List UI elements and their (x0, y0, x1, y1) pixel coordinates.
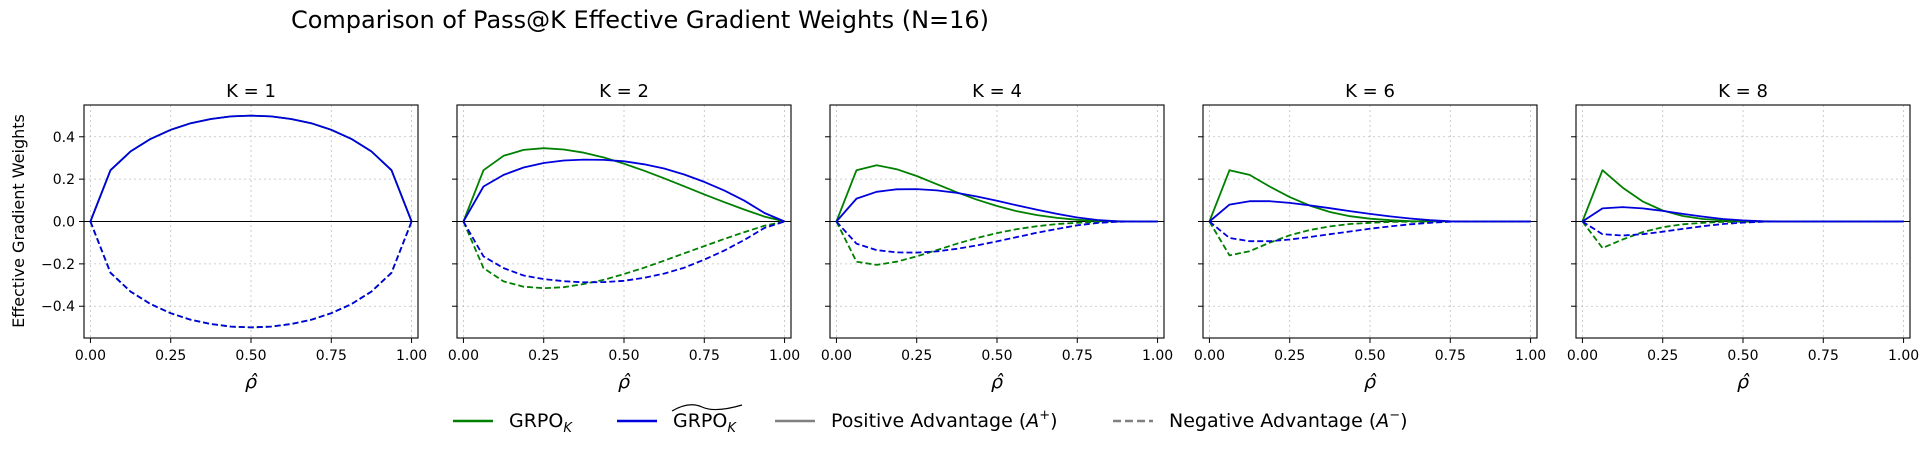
subplot-k1: 0.00 0.25 0.50 0.75 1.00 −0.4 −0.2 0.0 0.2 0.4 K =… (41, 81, 427, 393)
series-line (462, 158, 785, 223)
series-line (462, 220, 785, 284)
series-line (1581, 220, 1904, 237)
legend-entry-positive: Positive Advantage (A+) (775, 408, 1058, 432)
y-tick-label: −0.4 (41, 299, 75, 315)
legend-entry-negative: Negative Advantage (A−) (1113, 408, 1408, 432)
x-axis-label: ρ̂ (245, 371, 258, 393)
x-tick-label: 0.75 (1435, 348, 1466, 364)
series-line (835, 220, 1158, 266)
series-line (1208, 220, 1531, 243)
x-tick-label: 1.00 (1515, 348, 1546, 364)
subplot-k6: 0.00 0.25 0.50 0.75 1.00 K = 6 ρ̂ (1194, 81, 1546, 393)
series-line (835, 164, 1158, 223)
y-axis-label: Effective Gradient Weights (9, 114, 28, 328)
x-axis-label: ρ̂ (1737, 371, 1750, 393)
x-tick-label: 0.00 (75, 348, 106, 364)
x-tick-label: 1.00 (1888, 348, 1919, 364)
y-tick-label: −0.2 (41, 257, 75, 273)
series-line (462, 147, 785, 223)
x-tick-label: 1.00 (1142, 348, 1173, 364)
subplot-title: K = 4 (972, 81, 1022, 102)
x-tick-label: 0.50 (1354, 348, 1385, 364)
y-tick-label: 0.0 (53, 215, 75, 231)
x-tick-label: 0.25 (1274, 348, 1305, 364)
series-line (1581, 206, 1904, 223)
x-tick-label: 0.50 (608, 348, 639, 364)
subplot-title: K = 2 (599, 81, 649, 102)
x-tick-label: 0.25 (901, 348, 932, 364)
legend-label: Negative Advantage (A−) (1169, 408, 1408, 432)
x-axis-label: ρ̂ (991, 371, 1004, 393)
x-tick-label: 1.00 (396, 348, 427, 364)
x-axis-label: ρ̂ (618, 371, 631, 393)
figure-title: Comparison of Pass@K Effective Gradient … (291, 6, 989, 34)
x-tick-label: 0.00 (821, 348, 852, 364)
subplot-k2: 0.00 0.25 0.50 0.75 1.00 K = 2 ρ̂ (448, 81, 800, 393)
x-tick-label: 0.00 (1567, 348, 1598, 364)
series-line (835, 220, 1158, 254)
x-tick-label: 0.50 (981, 348, 1012, 364)
x-tick-label: 0.25 (528, 348, 559, 364)
series-line (89, 221, 413, 329)
x-tick-label: 0.00 (448, 348, 479, 364)
subplot-title: K = 6 (1345, 81, 1395, 102)
x-tick-label: 0.50 (235, 348, 266, 364)
x-tick-label: 0.00 (1194, 348, 1225, 364)
y-tick-label: 0.2 (53, 172, 75, 188)
subplots: 0.00 0.25 0.50 0.75 1.00 −0.4 −0.2 0.0 0.2 0.4 K =… (41, 81, 1919, 393)
series-line (835, 188, 1158, 223)
tilde-mark (671, 404, 743, 412)
x-axis-label: ρ̂ (1364, 371, 1377, 393)
subplot-title: K = 8 (1718, 81, 1768, 102)
subplot-title: K = 1 (226, 81, 276, 102)
legend-label: GRPOK (509, 410, 573, 436)
x-tick-label: 0.50 (1727, 348, 1758, 364)
subplot-k4: 0.00 0.25 0.50 0.75 1.00 K = 4 ρ̂ (821, 81, 1173, 393)
x-tick-label: 0.75 (316, 348, 347, 364)
legend-label: GRPOK (673, 410, 737, 436)
x-tick-label: 0.25 (155, 348, 186, 364)
x-tick-label: 0.75 (689, 348, 720, 364)
subplot-k8: 0.00 0.25 0.50 0.75 1.00 K = 8 ρ̂ (1567, 81, 1919, 393)
x-tick-label: 0.75 (1808, 348, 1839, 364)
legend: GRPOK GRPOK Positive Advantage (A+) Negativ… (453, 404, 1408, 436)
series-line (462, 220, 785, 290)
y-tick-label: 0.4 (53, 130, 75, 146)
legend-label: Positive Advantage (A+) (831, 408, 1058, 432)
x-tick-label: 0.75 (1062, 348, 1093, 364)
x-tick-label: 1.00 (769, 348, 800, 364)
legend-entry-grpo: GRPOK (453, 410, 573, 436)
legend-entry-grpo_tilde: GRPOK (617, 404, 743, 436)
series-line (89, 114, 413, 222)
x-tick-label: 0.25 (1647, 348, 1678, 364)
